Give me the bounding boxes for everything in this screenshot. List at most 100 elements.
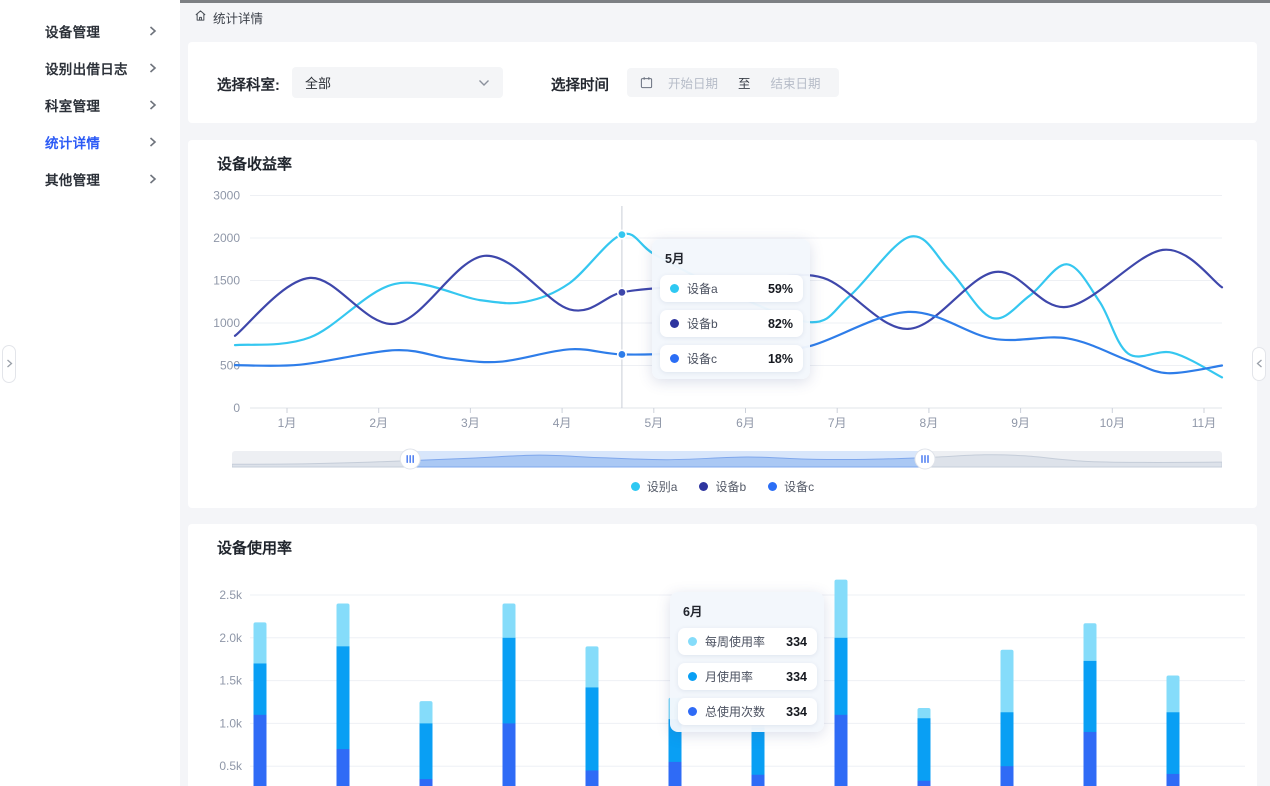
sidebar-item-lending-log[interactable]: 设别出借日志 (0, 49, 180, 86)
series-color-dot (670, 354, 679, 363)
svg-text:1500: 1500 (213, 274, 240, 288)
department-select[interactable]: 全部 (292, 67, 503, 98)
sidebar-item-label: 统计详情 (45, 135, 101, 151)
usage-chart-tooltip: 6月 每周使用率 334 月使用率 334 总使用次数 334 (670, 592, 824, 732)
svg-text:1.0k: 1.0k (219, 716, 243, 730)
series-color-dot (670, 284, 679, 293)
sidebar-item-other-management[interactable]: 其他管理 (0, 160, 180, 197)
series-color-dot (630, 482, 640, 491)
series-color-dot (688, 672, 697, 681)
department-filter-label: 选择科室: (217, 78, 280, 94)
svg-text:0: 0 (233, 401, 240, 415)
series-color-dot (688, 707, 697, 716)
revenue-line-chart[interactable]: 3000 2000 1500 1000 500 0 1月 2月 3月 4月 5月 6月 7月 8月 9月 10… (188, 140, 1257, 508)
series-color-dot (699, 482, 709, 491)
time-filter-label: 选择时间 (551, 78, 609, 94)
tooltip-series-value: 334 (786, 704, 807, 719)
usage-bar-chart[interactable]: 2.5k 2.0k 1.5k 1.0k 0.5k (188, 524, 1257, 786)
svg-text:6月: 6月 (736, 416, 755, 430)
sidebar-item-label: 设备管理 (45, 24, 101, 40)
breadcrumb[interactable]: 统计详情 (194, 8, 263, 26)
end-date-input[interactable]: 结束日期 (770, 77, 821, 91)
usage-chart-title: 设备使用率 (217, 540, 293, 557)
filter-panel: 选择科室: 全部 选择时间 开始日期 至 结束日期 (188, 42, 1257, 123)
svg-text:1月: 1月 (278, 416, 297, 430)
tooltip-series-label: 设备b (687, 317, 718, 331)
svg-text:2月: 2月 (369, 416, 388, 430)
legend-label: 设备b (715, 480, 747, 494)
tooltip-series-value: 82% (767, 316, 793, 331)
svg-text:11月: 11月 (1192, 416, 1216, 430)
chevron-right-icon (149, 62, 157, 73)
tooltip-series-label: 设备a (687, 282, 718, 296)
svg-text:500: 500 (220, 359, 240, 373)
sidebar-item-label: 设别出借日志 (45, 61, 128, 77)
svg-text:4月: 4月 (553, 416, 572, 430)
series-color-dot (670, 319, 679, 328)
sidebar-item-label: 科室管理 (45, 98, 101, 114)
chevron-left-icon (1256, 355, 1263, 373)
legend-item-series-c[interactable]: 设备c (768, 478, 814, 495)
series-color-dot (688, 637, 697, 646)
svg-text:10月: 10月 (1100, 416, 1125, 430)
calendar-icon (640, 76, 653, 89)
svg-text:0.5k: 0.5k (219, 759, 243, 773)
chevron-right-icon (6, 355, 13, 373)
svg-text:8月: 8月 (920, 416, 939, 430)
tooltip-title: 5月 (665, 252, 685, 266)
department-select-value: 全部 (305, 76, 332, 91)
svg-text:3月: 3月 (461, 416, 480, 430)
date-range-separator: 至 (738, 77, 751, 91)
sidebar-item-device-management[interactable]: 设备管理 (0, 12, 180, 49)
right-panel-toggle[interactable] (1252, 347, 1266, 381)
tooltip-series-label: 每周使用率 (705, 635, 766, 649)
tooltip-series-label: 月使用率 (705, 670, 754, 684)
tooltip-series-value: 334 (786, 669, 807, 684)
svg-text:7月: 7月 (828, 416, 847, 430)
series-color-dot (768, 482, 778, 491)
revenue-chart-legend: 设别a 设备b 设备c (188, 478, 1257, 495)
tooltip-row: 每周使用率 334 (678, 628, 817, 655)
svg-text:1.5k: 1.5k (219, 674, 243, 688)
svg-text:1000: 1000 (213, 316, 240, 330)
start-date-input[interactable]: 开始日期 (668, 77, 719, 91)
revenue-chart-title: 设备收益率 (217, 156, 293, 173)
tooltip-row: 总使用次数 334 (678, 698, 817, 725)
chevron-down-icon (478, 79, 490, 87)
breadcrumb-label: 统计详情 (213, 11, 264, 26)
svg-text:5月: 5月 (644, 416, 663, 430)
sidebar: 设备管理 设别出借日志 科室管理 统计详情 其他管理 (0, 0, 180, 786)
legend-item-series-b[interactable]: 设备b (699, 478, 746, 495)
date-range-picker[interactable]: 开始日期 至 结束日期 (627, 68, 839, 97)
legend-label: 设备c (784, 480, 815, 494)
chevron-right-icon (149, 99, 157, 110)
svg-text:2000: 2000 (213, 231, 240, 245)
tooltip-title: 6月 (683, 605, 703, 619)
tooltip-row: 设备b 82% (660, 310, 803, 337)
tooltip-series-value: 18% (767, 351, 793, 366)
revenue-chart-tooltip: 5月 设备a 59% 设备b 82% 设备c 18% (652, 239, 810, 379)
tooltip-row: 设备a 59% (660, 275, 803, 302)
tooltip-series-label: 设备c (687, 352, 718, 366)
sidebar-item-label: 其他管理 (45, 172, 101, 188)
home-icon (194, 9, 207, 25)
left-panel-toggle[interactable] (2, 345, 16, 383)
tooltip-row: 设备c 18% (660, 345, 803, 372)
legend-label: 设别a (646, 480, 678, 494)
tooltip-row: 月使用率 334 (678, 663, 817, 690)
legend-item-series-a[interactable]: 设别a (630, 478, 678, 495)
svg-text:3000: 3000 (213, 189, 240, 203)
svg-text:2.0k: 2.0k (219, 631, 243, 645)
chevron-right-icon (149, 25, 157, 36)
chevron-right-icon (149, 136, 157, 147)
window-top-strip (180, 0, 1270, 3)
svg-text:9月: 9月 (1011, 416, 1030, 430)
sidebar-item-department-management[interactable]: 科室管理 (0, 86, 180, 123)
sidebar-item-statistics-detail[interactable]: 统计详情 (0, 123, 180, 160)
tooltip-series-value: 59% (767, 281, 793, 296)
svg-text:2.5k: 2.5k (219, 588, 243, 602)
revenue-chart-card: 设备收益率 3000 2000 1500 1000 500 0 1月 2月 3月 4月 5月 6月 7月… (188, 140, 1257, 508)
chevron-right-icon (149, 173, 157, 184)
tooltip-series-label: 总使用次数 (705, 705, 766, 719)
